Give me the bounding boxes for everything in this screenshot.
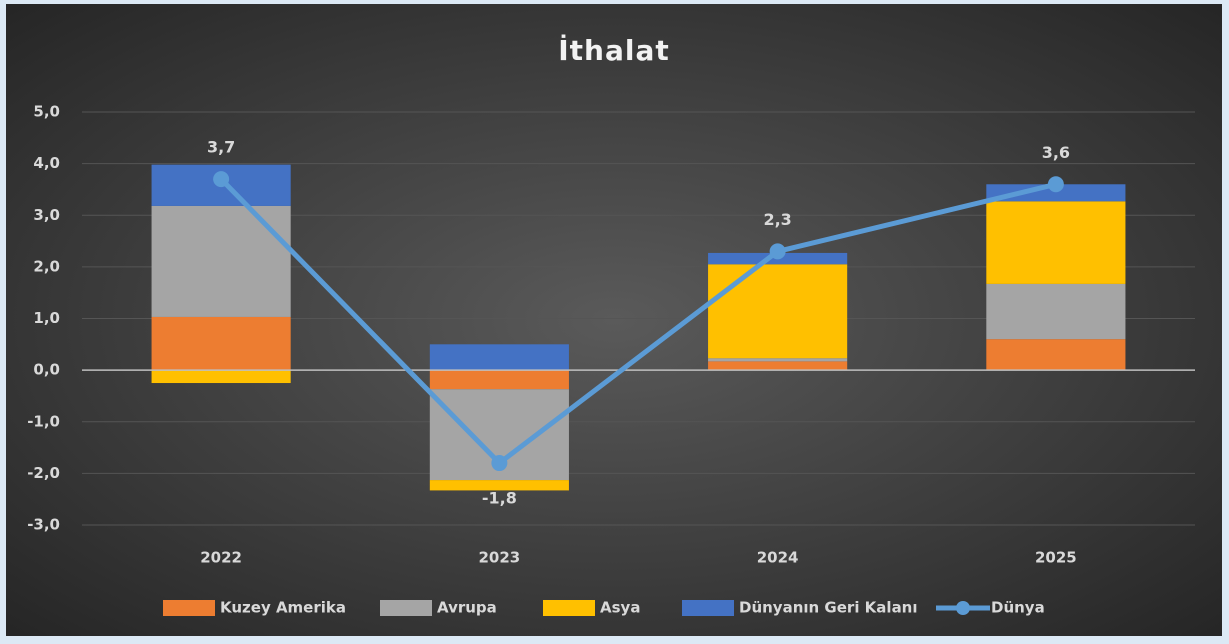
chart-title: İthalat [558, 33, 670, 67]
line-point [769, 243, 786, 260]
x-tick-label: 2024 [757, 549, 799, 567]
y-tick-label: 3,0 [33, 206, 60, 224]
legend-swatch [380, 600, 432, 616]
legend-label: Asya [600, 599, 640, 617]
bar-segment [986, 283, 1126, 340]
data-label: 3,6 [1042, 143, 1070, 162]
line-point [1047, 176, 1064, 193]
legend-marker [956, 601, 970, 615]
bar-segment [986, 339, 1126, 371]
x-tick-label: 2022 [200, 549, 242, 567]
legend-label: Kuzey Amerika [220, 599, 346, 617]
legend-label: Dünyanın Geri Kalanı [739, 599, 918, 617]
bar-segment [708, 358, 848, 362]
legend-label: Avrupa [437, 599, 497, 617]
bar-segment [708, 361, 848, 371]
legend-swatch [543, 600, 595, 616]
x-tick-label: 2025 [1035, 549, 1077, 567]
legend-swatch [163, 600, 215, 616]
y-tick-label: 0,0 [33, 361, 60, 379]
bar-segment [151, 205, 291, 317]
y-tick-label: -3,0 [27, 516, 60, 534]
x-tick-label: 2023 [479, 549, 521, 567]
y-tick-label: 1,0 [33, 309, 60, 327]
legend-label: Dünya [991, 599, 1045, 617]
bar-segment [986, 201, 1126, 284]
bar-segment [429, 370, 569, 390]
data-label: 2,3 [763, 210, 791, 229]
data-label: 3,7 [207, 138, 235, 157]
y-tick-label: 5,0 [33, 103, 60, 121]
legend-swatch [682, 600, 734, 616]
y-tick-label: -1,0 [27, 412, 60, 430]
line-point [491, 455, 508, 472]
line-point [213, 171, 230, 188]
y-tick-label: -2,0 [27, 464, 60, 482]
bar-segment [708, 264, 848, 359]
data-label: -1,8 [482, 489, 517, 508]
bar-segment [429, 344, 569, 371]
bar-segment [151, 316, 291, 371]
line [219, 177, 1057, 466]
y-tick-label: 2,0 [33, 257, 60, 275]
y-tick-label: 4,0 [33, 154, 60, 172]
bar-segment [429, 480, 569, 491]
bar-segment [151, 370, 291, 384]
bar-segment [986, 184, 1126, 202]
